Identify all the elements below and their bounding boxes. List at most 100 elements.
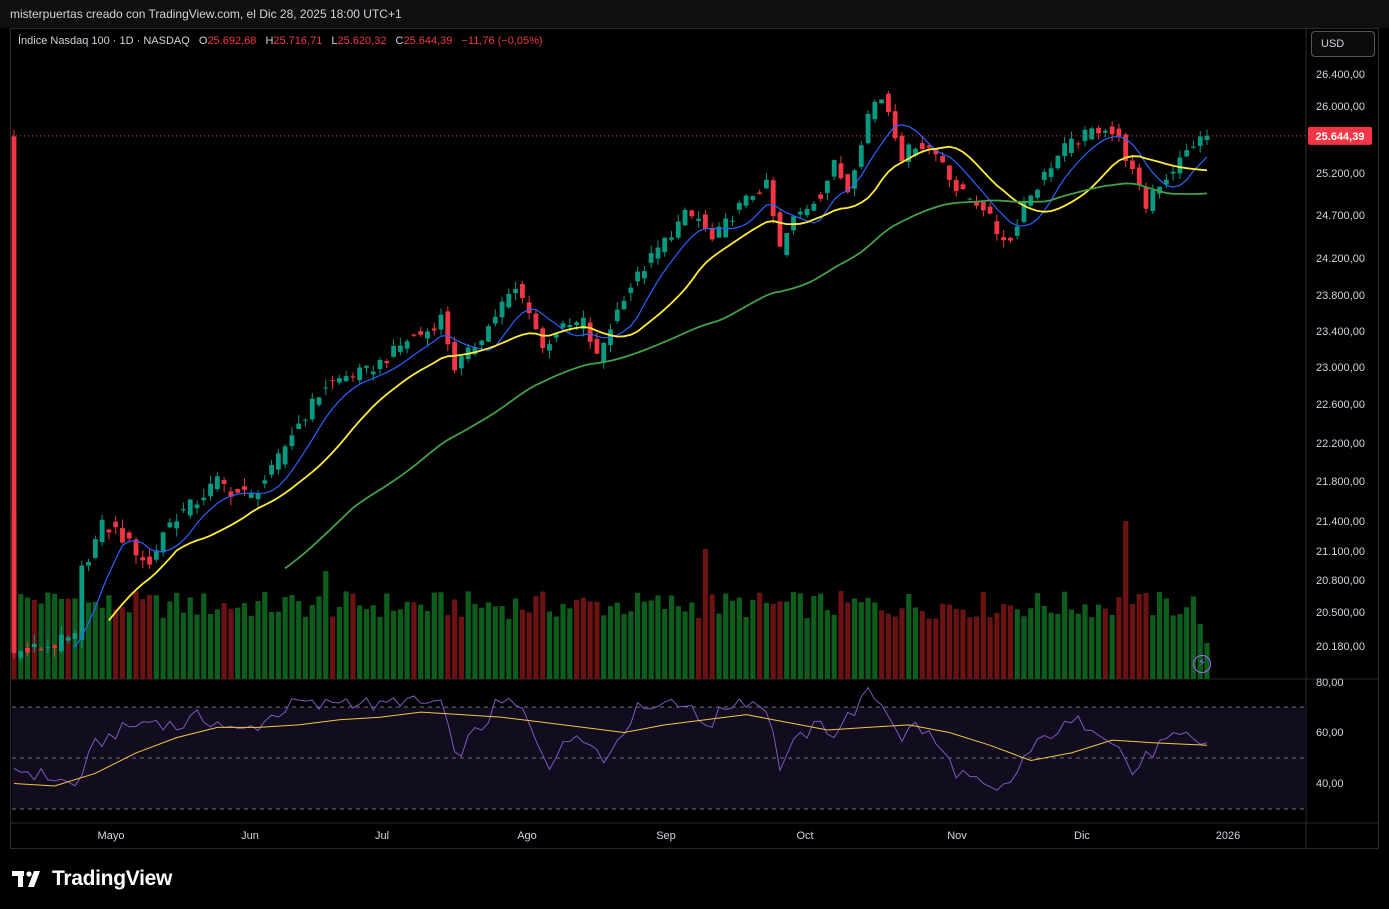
candle-body (1143, 187, 1149, 209)
volume-bar (438, 592, 444, 679)
volume-bar (987, 617, 993, 679)
rsi-tick-label: 80,00 (1316, 677, 1344, 689)
volume-bar (1197, 624, 1203, 679)
candle-body (357, 367, 363, 381)
candle-body (757, 192, 763, 194)
volume-bar (743, 617, 749, 679)
candle-body (987, 206, 993, 214)
candle-body (1075, 143, 1081, 145)
volume-bar (411, 602, 417, 679)
volume-bar (953, 609, 959, 679)
symbol-legend: Índice Nasdaq 100 · 1D · NASDAQ O25.692,… (18, 35, 543, 47)
candle-body (255, 493, 261, 500)
candle-body (621, 300, 627, 310)
volume-bar (201, 593, 207, 679)
candle-body (1048, 168, 1054, 178)
volume-bar (980, 592, 986, 679)
volume-bar (133, 591, 139, 679)
volume-bar (818, 593, 824, 679)
volume-bar (879, 610, 885, 679)
volume-bar (933, 618, 939, 679)
volume-bar (1184, 607, 1190, 679)
volume-bar (174, 592, 180, 679)
time-axis-label: Sep (656, 830, 676, 842)
candle-body (1116, 128, 1122, 136)
candle-body (926, 145, 932, 148)
candle-body (458, 356, 464, 369)
candle-body (323, 387, 329, 389)
volume-bar (919, 610, 925, 679)
candle-body (906, 144, 912, 162)
candle-body (120, 528, 125, 543)
candle-body (526, 302, 532, 314)
candle-body (140, 557, 146, 561)
candle-body (289, 435, 295, 447)
volume-bar (207, 614, 214, 679)
volume-bar (1136, 593, 1142, 679)
candle-body (838, 163, 844, 179)
candle-body (1014, 226, 1020, 236)
time-axis-label: Dic (1074, 830, 1090, 842)
candle-body (404, 341, 410, 349)
candle-body (86, 562, 91, 566)
candle-body (1150, 190, 1156, 211)
candle-body (879, 99, 885, 104)
currency-button[interactable]: USD (1311, 31, 1375, 57)
price-tick-label: 22.200,00 (1316, 438, 1365, 450)
volume-bar (363, 609, 370, 679)
candle-body (580, 317, 586, 329)
volume-bar (1123, 521, 1129, 679)
last-price-label: 25.644,39 (1316, 131, 1365, 143)
volume-bar (899, 608, 905, 679)
candle-body (709, 228, 715, 240)
candle-body (147, 556, 152, 565)
volume-bar (194, 614, 200, 679)
candle-body (208, 483, 213, 497)
candle-body (486, 326, 491, 342)
volume-bar (1116, 597, 1122, 679)
candle-body (1021, 202, 1027, 222)
lightning-icon[interactable]: ⚡ (1193, 655, 1211, 673)
candle-body (1069, 138, 1074, 153)
volume-bar (1109, 614, 1115, 679)
candle-body (1096, 127, 1101, 134)
volume-bar (343, 591, 349, 679)
time-axis-label: 2026 (1216, 830, 1240, 842)
volume-bar (465, 591, 471, 679)
volume-bar (790, 592, 797, 679)
volume-bar (1156, 591, 1163, 679)
volume-bar (390, 610, 397, 679)
candle-body (547, 344, 552, 351)
price-tick-label: 23.000,00 (1316, 362, 1365, 374)
volume-bar (146, 594, 153, 679)
volume-bar (580, 597, 586, 679)
volume-bar (1089, 617, 1095, 679)
volume-bar (38, 603, 44, 679)
candle-body (1041, 171, 1047, 180)
candle-body (1109, 126, 1115, 135)
candle-body (784, 233, 790, 256)
candle-body (980, 202, 986, 211)
volume-bar (729, 600, 736, 679)
volume-bar (614, 602, 620, 679)
symbol-name[interactable]: Índice Nasdaq 100 · 1D · NASDAQ (18, 35, 190, 47)
volume-bar (926, 618, 932, 679)
volume-bar (52, 593, 58, 679)
candle-body (1130, 160, 1135, 169)
candle-body (716, 226, 722, 238)
time-axis-label: Mayo (98, 830, 125, 842)
candle-body (797, 211, 803, 215)
candle-body (214, 476, 220, 490)
rsi-tick-label: 60,00 (1316, 727, 1344, 739)
volume-bar (99, 607, 105, 679)
candle-body (72, 633, 78, 639)
candle-body (574, 322, 580, 326)
price-tick-label: 26.000,00 (1316, 101, 1365, 113)
candle-body (1204, 135, 1210, 141)
candle-body (296, 423, 302, 430)
volume-bar (526, 612, 532, 679)
volume-bar (479, 607, 485, 679)
candle-body (221, 480, 227, 485)
candle-body (187, 499, 193, 516)
